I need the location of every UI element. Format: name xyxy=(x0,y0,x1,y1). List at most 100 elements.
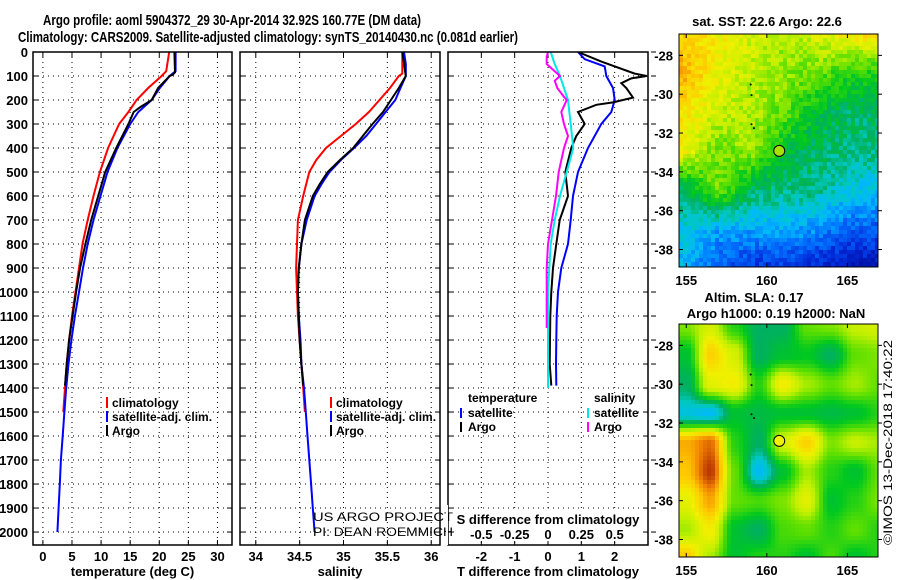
panel-sla_map: 155 160 165 -28 -30 -32 -34 -36 -38 Altim. SLA: 0… xyxy=(654,290,882,578)
depth-tick-label: 400 xyxy=(6,141,28,156)
panel-salinity: 34 34.5 35 35.5 36 salinity climatologysatelli… xyxy=(239,51,441,579)
depth-tick-label: 700 xyxy=(6,213,28,228)
series-group xyxy=(56,52,177,533)
depth-tick-label: 1800 xyxy=(0,477,28,492)
depth-tick-label: 1300 xyxy=(0,357,28,372)
depth-tick-label: 1900 xyxy=(0,501,28,516)
depth-tick-label: 1500 xyxy=(0,405,28,420)
lon-tick-label: 155 xyxy=(675,273,697,288)
depth-tick-label: 1600 xyxy=(0,429,28,444)
x-tick-label: 34 xyxy=(249,549,264,564)
series-line-argo xyxy=(64,52,177,386)
panel-temperature: 0100200300400500600700800900100011001200… xyxy=(0,45,233,579)
x-tick-label: 35.5 xyxy=(375,549,400,564)
series-line-salinity-argo xyxy=(545,52,570,328)
legend-label: Argo xyxy=(468,420,496,434)
x-tick-label: -1 xyxy=(509,549,521,564)
legend-marker xyxy=(106,425,108,436)
legend-label: climatology xyxy=(112,396,179,410)
series-line-argo xyxy=(296,52,407,386)
map-subtitle: Argo h1000: 0.19 h2000: NaN xyxy=(687,306,865,321)
legend-marker xyxy=(587,422,589,432)
legend-label: satellite-adj. clim. xyxy=(336,410,436,424)
series-line-temperature-argo xyxy=(548,52,647,386)
panel-frame xyxy=(239,51,441,546)
s-axis-label-bg xyxy=(455,509,641,541)
lat-tick-label: -32 xyxy=(654,416,673,431)
x-tick-label: 36 xyxy=(424,549,438,564)
figure-title-line1: Argo profile: aoml 5904372_29 30-Apr-201… xyxy=(43,12,421,29)
x-tick-label: 25 xyxy=(181,549,195,564)
x-tick-label: 34.5 xyxy=(287,549,312,564)
x-tick-label: 5 xyxy=(68,549,75,564)
lat-tick-label: -30 xyxy=(654,377,673,392)
map-title: Altim. SLA: 0.17 xyxy=(705,290,804,305)
series-line-temperature-satellite xyxy=(554,52,616,386)
depth-tick-label: 1000 xyxy=(0,285,28,300)
panel-frame xyxy=(32,51,233,546)
lon-tick-label: 165 xyxy=(837,273,859,288)
series-line-satellite-adj-clim- xyxy=(296,52,407,533)
coastline-dot xyxy=(750,384,753,387)
argo-position-marker xyxy=(773,144,786,157)
legend-marker xyxy=(460,408,462,418)
lat-tick-label: -38 xyxy=(654,243,673,258)
series-line-climatology xyxy=(62,52,171,413)
lat-tick-label: -34 xyxy=(654,165,674,180)
s-axis-label: S difference from climatology xyxy=(457,512,641,527)
panel-differences: -2 -1 0 1 2T difference from climatology temp… xyxy=(447,51,656,579)
coastline-dot xyxy=(749,373,752,376)
coastline-dot xyxy=(750,413,753,416)
s-tick-label: -0.5 xyxy=(470,527,492,542)
coastline-dot xyxy=(752,127,755,130)
depth-tick-label: 1400 xyxy=(0,381,28,396)
legend-label: Argo xyxy=(336,424,364,438)
series-line-salinity-satellite xyxy=(547,52,575,388)
lat-tick-label: -28 xyxy=(654,338,673,353)
x-tick-label: 1 xyxy=(578,549,585,564)
s-tick-label: 0.25 xyxy=(569,527,594,542)
figure-title-line2: Climatology: CARS2009. Satellite-adjuste… xyxy=(18,29,518,46)
legend-label: satellite xyxy=(468,406,513,420)
map-frame xyxy=(678,323,879,558)
x-tick-label: 15 xyxy=(123,549,137,564)
lat-tick-label: -30 xyxy=(654,87,673,102)
legend-label: satellite xyxy=(594,406,639,420)
depth-tick-label: 600 xyxy=(6,189,28,204)
x-tick-label: -2 xyxy=(476,549,488,564)
s-tick-label: -0.25 xyxy=(500,527,530,542)
x-tick-label: 10 xyxy=(94,549,108,564)
panel-frame xyxy=(447,51,649,546)
credit-mask xyxy=(446,505,448,545)
depth-tick-label: 200 xyxy=(6,93,28,108)
x-tick-label: 0 xyxy=(544,549,551,564)
legend-marker xyxy=(460,422,462,432)
legend-marker xyxy=(587,408,589,418)
depth-tick-label: 2000 xyxy=(0,525,28,540)
legend-label: climatology xyxy=(336,396,403,410)
panel-sst_map: 155 160 165 -28 -30 -32 -34 -36 -38 sat. SST: 22.… xyxy=(654,14,882,288)
depth-tick-label: 900 xyxy=(6,261,28,276)
series-group xyxy=(295,52,407,533)
lat-tick-label: -28 xyxy=(654,48,673,63)
coastline-dot xyxy=(750,123,753,126)
legend-marker xyxy=(330,411,332,422)
legend-header-salinity: salinity xyxy=(594,391,636,405)
legend-label: Argo xyxy=(594,420,622,434)
lon-tick-label: 160 xyxy=(756,563,778,578)
x-tick-label: 20 xyxy=(152,549,166,564)
lat-tick-label: -36 xyxy=(654,494,673,509)
x-tick-label: 0 xyxy=(39,549,46,564)
legend-marker xyxy=(330,425,332,436)
legend-marker xyxy=(106,397,108,408)
lon-tick-label: 155 xyxy=(675,563,697,578)
x-tick-label: 30 xyxy=(210,549,224,564)
argo-position-marker xyxy=(773,434,786,447)
depth-tick-label: 100 xyxy=(6,69,28,84)
x-tick-label: 35 xyxy=(336,549,350,564)
map-panels: 155 160 165 -28 -30 -32 -34 -36 -38 sat. SST: 22.… xyxy=(654,14,882,578)
legend-label: Argo xyxy=(112,424,140,438)
depth-tick-label: 1100 xyxy=(0,309,28,324)
